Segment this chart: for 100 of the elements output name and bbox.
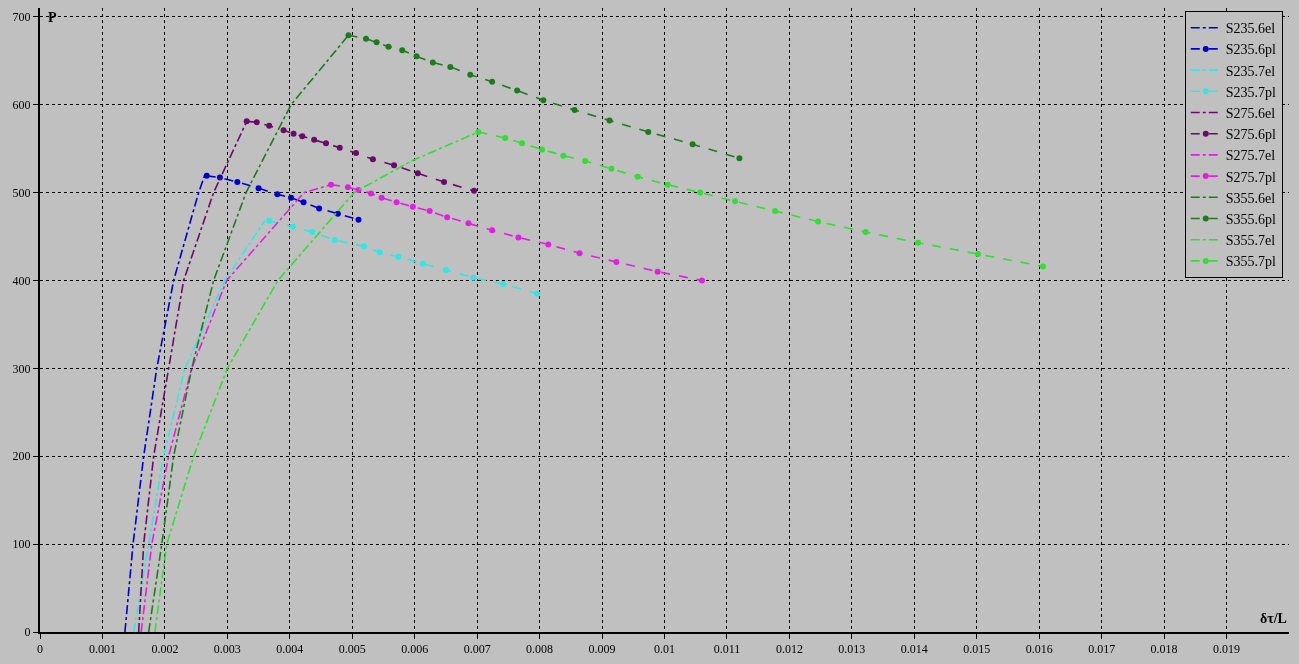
point (393, 199, 400, 206)
point (514, 87, 521, 94)
y-tick-label: 100 (12, 537, 31, 552)
point (1039, 263, 1046, 270)
legend-label: S235.7pl (1225, 84, 1277, 100)
legend-label: S355.7el (1225, 233, 1276, 249)
point (266, 122, 273, 129)
point (736, 155, 743, 162)
point (399, 47, 406, 54)
x-tick-label: 0.004 (276, 642, 304, 657)
x-tick-label: 0.001 (88, 642, 116, 657)
x-tick-label: 0.007 (463, 642, 491, 657)
point (698, 277, 705, 284)
point (289, 223, 296, 230)
point (560, 152, 567, 159)
legend-label: S355.7pl (1225, 254, 1277, 270)
x-tick-label: 0.015 (963, 642, 991, 657)
x-tick-label: 0.019 (1213, 642, 1241, 657)
point (373, 39, 380, 46)
point (489, 227, 496, 234)
point (378, 194, 385, 201)
point (576, 250, 583, 257)
point (316, 205, 323, 212)
point (361, 243, 368, 250)
point (539, 146, 546, 153)
point (606, 117, 613, 124)
x-tick-label: 0.006 (401, 642, 429, 657)
point (534, 290, 541, 297)
y-tick-label: 0 (24, 625, 31, 640)
point (234, 179, 241, 186)
y-tick-label: 300 (12, 361, 31, 376)
x-tick-label: 0.016 (1025, 642, 1053, 657)
point (299, 133, 306, 140)
point (815, 218, 822, 225)
point (444, 214, 451, 221)
point (266, 217, 273, 224)
point (376, 249, 383, 256)
x-tick-label: 0.012 (775, 642, 803, 657)
y-tick-label: 400 (12, 273, 31, 288)
point (515, 234, 522, 241)
point (582, 157, 589, 164)
point (732, 198, 739, 205)
legend-label: S275.7el (1225, 148, 1276, 164)
point (429, 59, 436, 66)
legend-label: S275.6pl (1225, 127, 1277, 143)
point (274, 191, 281, 198)
point (203, 172, 210, 179)
x-axis-title: δτ/L (1260, 611, 1287, 626)
x-tick-label: 0.013 (838, 642, 866, 657)
point (664, 181, 671, 188)
point (915, 239, 922, 246)
point (323, 140, 330, 147)
legend-label: S355.6el (1225, 190, 1276, 206)
point (441, 179, 448, 186)
x-tick-label: 0.014 (900, 642, 928, 657)
y-axis-title: P (48, 10, 57, 25)
legend-label: S275.7pl (1225, 169, 1277, 185)
y-tick-label: 700 (12, 9, 31, 24)
point (571, 106, 578, 113)
point (243, 118, 250, 125)
point (475, 128, 482, 135)
point (391, 162, 398, 169)
point (608, 165, 615, 172)
point (331, 237, 338, 244)
x-tick-label: 0.017 (1088, 642, 1116, 657)
point (345, 32, 352, 39)
point (645, 128, 652, 135)
y-tick-label: 600 (12, 97, 31, 112)
point (470, 274, 477, 281)
point (309, 229, 316, 236)
point (426, 208, 433, 215)
point (353, 150, 359, 157)
x-tick-label: 0.011 (713, 642, 741, 657)
point (654, 268, 661, 275)
x-tick-label: 0.01 (654, 642, 675, 657)
point (442, 266, 449, 273)
point (395, 253, 402, 260)
point (545, 241, 552, 248)
point (328, 181, 335, 188)
point (414, 170, 421, 177)
point (336, 144, 343, 151)
point (290, 130, 297, 137)
point (255, 185, 262, 192)
x-tick-label: 0.003 (213, 642, 241, 657)
legend-label: S275.6el (1225, 105, 1276, 121)
x-tick-label: 0.009 (588, 642, 616, 657)
point (280, 127, 287, 134)
point (419, 260, 426, 267)
point (334, 210, 341, 217)
legend-label: S235.6el (1225, 21, 1276, 37)
x-tick-label: 0.002 (151, 642, 179, 657)
point (447, 63, 454, 70)
point (862, 229, 869, 236)
point (369, 156, 376, 163)
point (689, 141, 696, 148)
point (465, 220, 472, 227)
point (367, 190, 374, 197)
legend-label: S235.7el (1225, 63, 1276, 79)
legend-label: S355.6pl (1225, 211, 1277, 227)
point (300, 199, 307, 206)
